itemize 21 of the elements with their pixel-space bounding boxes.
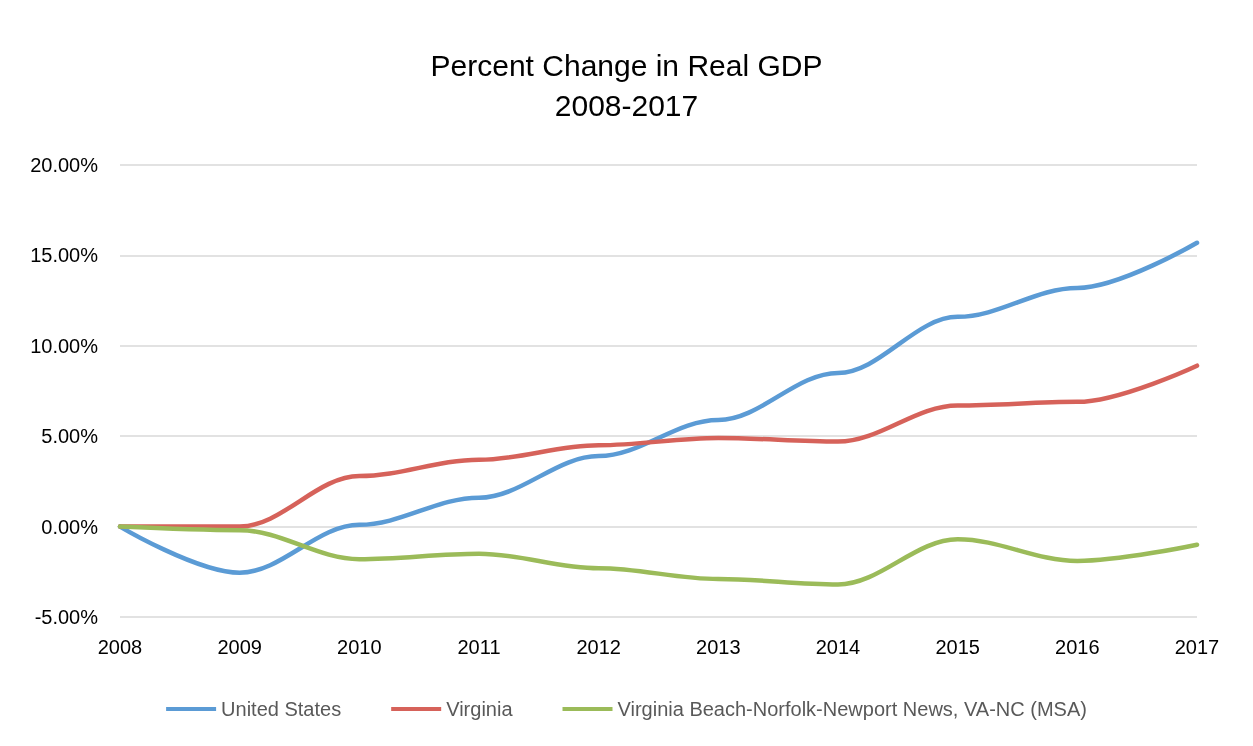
- legend-label: Virginia: [446, 698, 514, 720]
- x-tick-label: 2015: [935, 636, 980, 658]
- y-tick-label: 0.00%: [41, 515, 99, 538]
- x-tick-label: 2010: [337, 636, 382, 658]
- y-tick-label: -5.00%: [34, 606, 99, 628]
- y-tick-label: 20.00%: [30, 154, 99, 176]
- x-tick-label: 2012: [576, 636, 621, 658]
- x-tick-label: 2008: [97, 636, 143, 658]
- legend-label: Virginia Beach-Norfolk-Newport News, VA-NC (MSA): [617, 698, 1087, 720]
- y-tick-label: 5.00%: [41, 425, 99, 448]
- y-tick-label: 15.00%: [30, 244, 99, 267]
- chart-title: Percent Change in Real GDP 2008-2017: [430, 48, 823, 122]
- y-tick-label: 10.00%: [30, 334, 99, 357]
- x-tick-label: 2013: [696, 636, 741, 658]
- x-tick-label: 2014: [815, 636, 861, 658]
- x-tick-label: 2011: [457, 636, 501, 658]
- x-tick-label: 2009: [217, 636, 262, 658]
- line-series: [117, 524, 1200, 587]
- legend-label: United States: [221, 698, 342, 720]
- x-tick-label: 2017: [1174, 636, 1220, 658]
- x-tick-label: 2016: [1055, 636, 1100, 658]
